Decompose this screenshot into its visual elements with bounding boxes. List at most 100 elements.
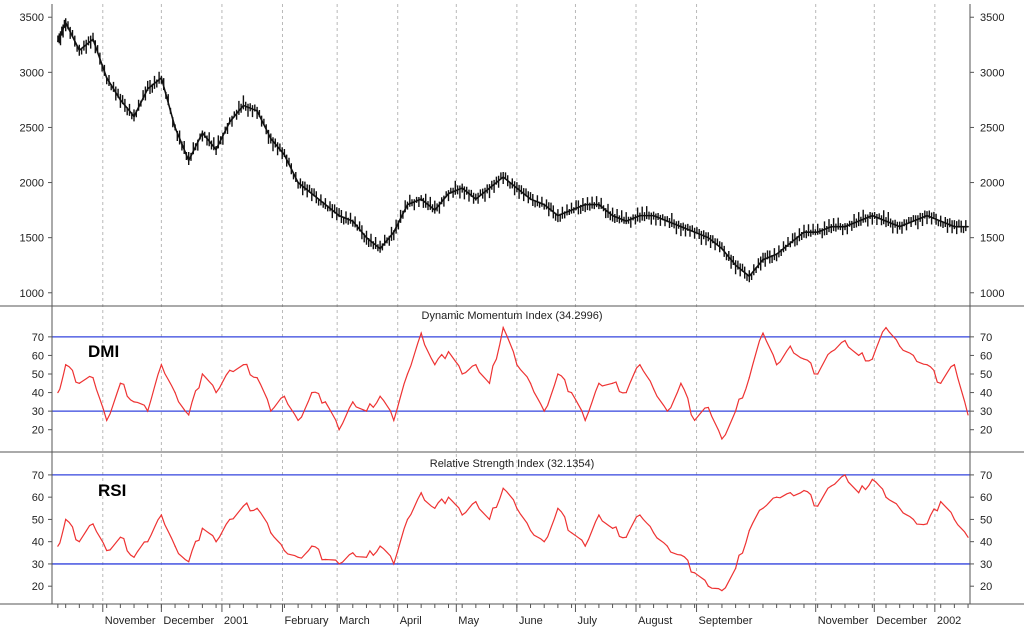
dmi-point [652,388,655,390]
y-tick-label-right: 1500 [980,233,1004,245]
price-point [816,231,819,233]
price-point [789,242,792,244]
price-point [598,203,600,206]
price-point [146,88,149,90]
rsi-point [57,545,59,547]
rsi-point [707,585,709,587]
rsi-point [694,572,696,574]
month-label: April [400,615,422,627]
dmi-point [543,410,545,412]
dmi-point [694,419,696,422]
dmi-point [119,382,121,384]
dmi-point [324,401,327,403]
price-point [953,225,956,228]
month-label: September [699,615,753,627]
y-tick-label-left: 40 [32,388,44,400]
rsi-point [365,556,368,558]
price-point [310,192,313,195]
tick-labels: 3500 3500 3000 3000 2500 2500 2000 2000 1500 1500… [20,12,1005,593]
dmi-point [516,364,518,366]
dmi-point [502,326,504,329]
month-label: May [458,615,479,627]
rsi-point [625,536,627,538]
dmi-point [776,364,778,366]
dmi-point [639,364,641,366]
price-point [324,203,327,206]
price-point [857,220,860,222]
y-tick-label-left: 2500 [20,122,44,134]
y-tick-label-right: 40 [980,388,992,400]
dmi-point [748,377,750,379]
rsi-point [543,541,545,543]
price-point [775,253,778,255]
rsi-point [393,563,395,565]
price-point [215,148,217,151]
dmi-point [174,391,176,394]
dmi-point [188,414,190,416]
dmi-point [721,438,723,440]
dmi-point [817,373,819,375]
dmi-point [256,377,258,379]
price-point [844,225,846,228]
rsi-point [899,507,901,509]
price-point [762,258,764,261]
price-point [529,198,532,200]
y-tick-label-left: 20 [32,425,44,437]
dmi-point [666,410,668,412]
month-labels: November December 2001 February March April Ma… [105,615,962,627]
price-point [693,231,696,233]
rsi-point [78,541,80,543]
dmi-point [283,395,286,397]
price-point [160,77,163,79]
y-tick-label-left: 30 [32,406,44,418]
month-label: February [284,615,329,627]
y-tick-label-left: 70 [32,332,44,344]
month-label: 2001 [224,615,248,627]
price-point [447,192,450,195]
rsi-point [570,532,573,534]
y-tick-label-left: 3500 [20,12,44,24]
rsi-point [324,558,327,561]
y-tick-label-right: 70 [980,470,992,482]
rsi-point [817,505,819,507]
rsi-point [885,496,887,498]
dmi-point [393,419,395,422]
dmi-point [420,332,422,334]
rsi-point [844,474,846,476]
y-tick-label-right: 20 [980,581,992,593]
dmi-point [201,373,203,375]
price-point [803,231,805,233]
dmi-panel-title: Dynamic Momentum Index (34.2996) [422,310,603,322]
rsi-point [598,514,600,516]
rsi-point [160,514,162,516]
rsi-point [475,501,477,503]
rsi-point [529,529,532,532]
price-point [611,214,614,217]
rsi-point [92,523,94,525]
rsi-point [584,545,586,547]
price-point [133,115,135,118]
month-label: 2002 [937,615,961,627]
month-label: July [577,615,597,627]
dmi-point [912,354,914,357]
price-point [543,203,546,206]
dmi-point [379,395,381,397]
rsi-point [940,501,942,503]
y-tick-label-left: 2000 [20,178,44,190]
y-tick-label-left: 40 [32,537,44,549]
rsi-point [201,527,203,529]
month-label: December [876,615,927,627]
dmi-point [106,419,108,422]
dmi-point [830,351,832,353]
y-tick-label-left: 60 [32,350,44,362]
rsi-point [338,563,340,565]
rsi-point [912,518,914,521]
price-point [434,209,436,211]
price-point [502,176,504,178]
rsi-point [65,518,67,521]
rsi-point [721,590,723,592]
y-tick-label-right: 3000 [980,67,1004,79]
dmi-point [365,410,368,412]
band-lines [52,336,970,565]
dmi-line [57,325,969,441]
